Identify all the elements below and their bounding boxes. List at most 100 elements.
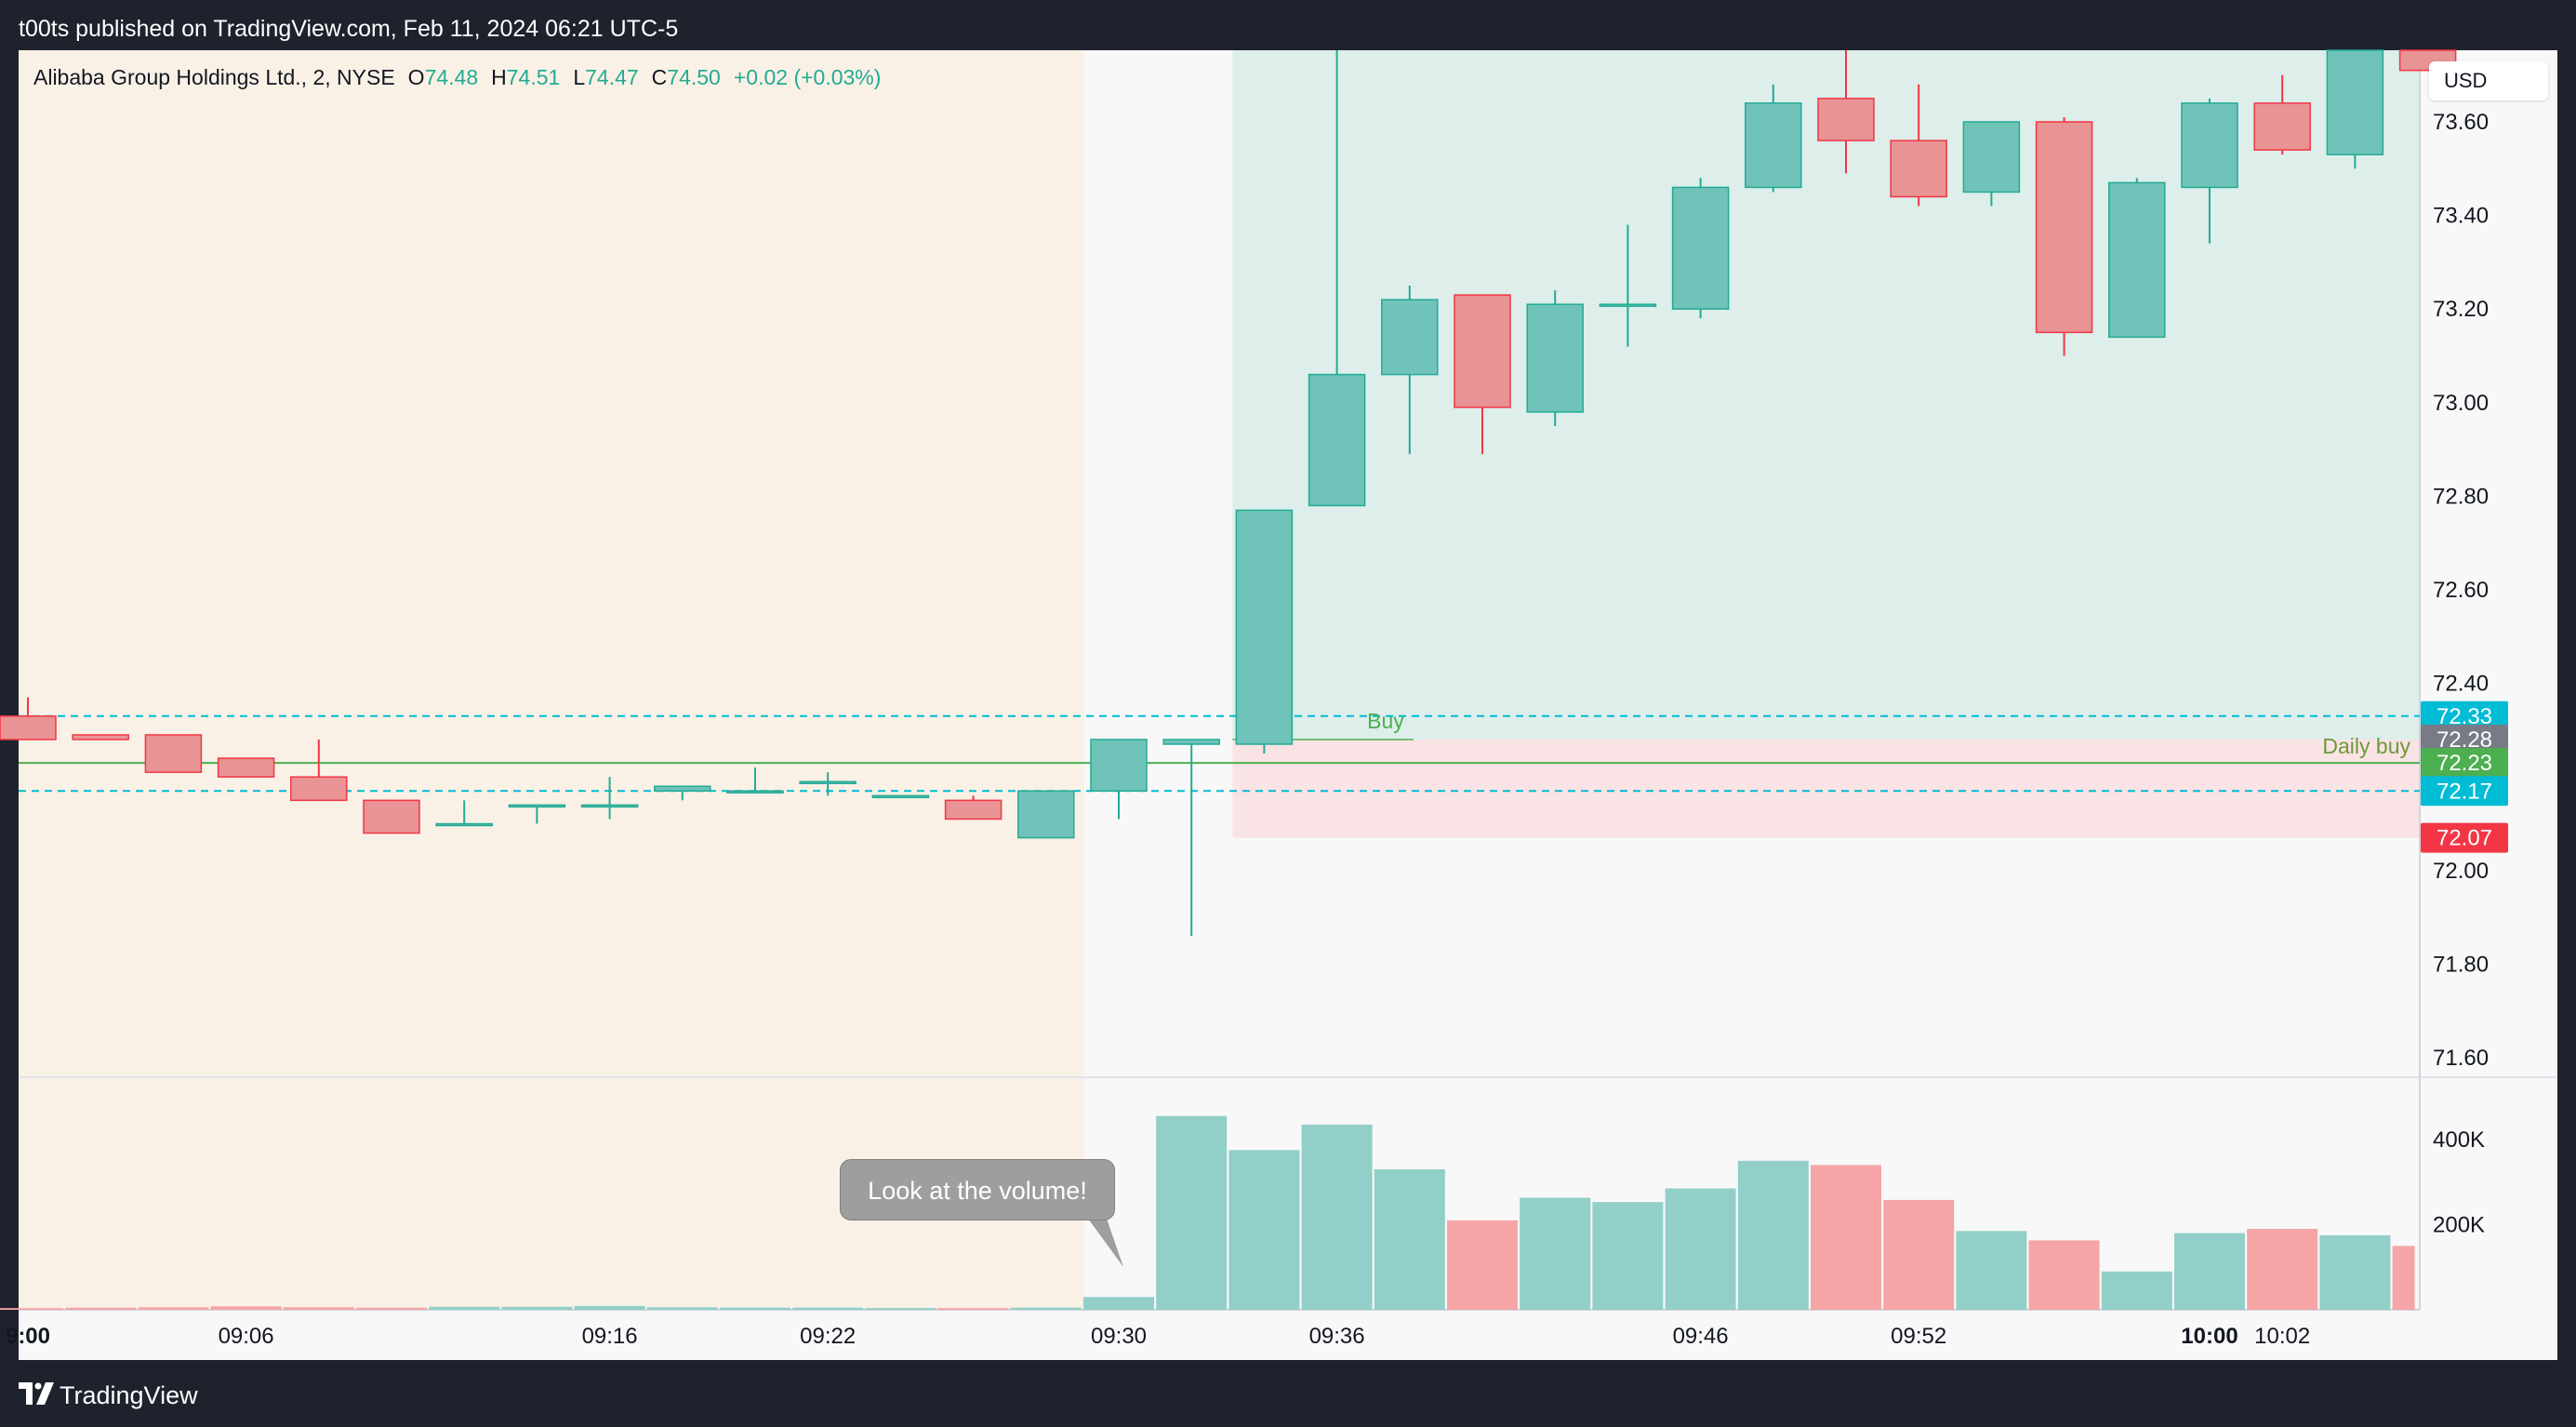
price-badge-label: 72.07 (2437, 826, 2492, 851)
volume-bar (1883, 1200, 1954, 1310)
price-tick-label: 73.00 (2433, 391, 2489, 416)
legend-symbol: Alibaba Group Holdings Ltd., 2, NYSE (33, 65, 395, 89)
legend-low-label: L (573, 65, 586, 89)
volume-bar (1011, 1308, 1082, 1310)
volume-bar (2029, 1240, 2100, 1310)
candle-body (2327, 50, 2383, 154)
volume-bar (1447, 1220, 1518, 1310)
tradingview-logo-icon (19, 1382, 54, 1405)
volume-tick-label: 200K (2433, 1212, 2485, 1237)
candle-body (2182, 103, 2237, 188)
legend-open-label: O (407, 65, 425, 89)
volume-bar (1374, 1169, 1445, 1310)
volume-bar (1302, 1125, 1373, 1310)
time-axis-bg (19, 1311, 2420, 1360)
price-badge-label: 72.23 (2437, 751, 2492, 776)
volume-bar (2174, 1234, 2245, 1310)
volume-bar (501, 1307, 572, 1310)
candle-body (655, 786, 710, 791)
premarket-shading (19, 50, 1084, 1310)
volume-bar (938, 1308, 1009, 1310)
candle-body (582, 805, 638, 807)
candle-body (0, 716, 56, 740)
time-tick-label: 9:00 (6, 1324, 50, 1349)
price-badge (2421, 776, 2508, 806)
legend-close-label: C (651, 65, 668, 89)
published-header: t00ts published on TradingView.com, Feb … (19, 16, 679, 42)
time-tick-label: 09:16 (582, 1324, 638, 1349)
candle-body (291, 777, 347, 800)
volume-bar (1228, 1150, 1299, 1310)
volume-bar (720, 1308, 790, 1310)
price-badge (2421, 823, 2508, 853)
volume-bar (1666, 1189, 1736, 1310)
volume-bar (2319, 1235, 2390, 1310)
price-badge (2421, 748, 2508, 778)
time-tick-label: 09:06 (219, 1324, 274, 1349)
volume-bar (1083, 1297, 1154, 1310)
candle-body (1091, 740, 1147, 791)
price-tick-label: 71.80 (2433, 952, 2489, 977)
footer-bar: TradingView (0, 1360, 2576, 1427)
candle-body (1600, 304, 1655, 306)
volume-bar (1956, 1231, 2026, 1310)
price-badge-label: 72.17 (2437, 779, 2492, 804)
time-tick-label: 10:02 (2254, 1324, 2310, 1349)
candle-body (2254, 103, 2310, 150)
volume-bar (1811, 1165, 1881, 1310)
candle-body (1891, 140, 1946, 196)
legend-high-label: H (491, 65, 507, 89)
volume-bar (0, 1308, 63, 1310)
candle-body (1309, 375, 1365, 506)
time-tick-label: 10:00 (2181, 1324, 2237, 1349)
callout-tail (1088, 1219, 1123, 1267)
volume-bar (2102, 1272, 2172, 1310)
candle-body (946, 800, 1002, 819)
candle-body (1963, 122, 2019, 192)
candle-body (1818, 99, 1874, 140)
candle-body (1236, 510, 1292, 744)
currency-button[interactable]: USD (2429, 61, 2548, 100)
candle-body (727, 791, 783, 793)
volume-bar (1592, 1202, 1663, 1310)
candle-body (800, 781, 856, 783)
price-tick-label: 72.00 (2433, 859, 2489, 884)
symbol-legend: Alibaba Group Holdings Ltd., 2, NYSE O74.… (33, 65, 881, 90)
volume-bar (138, 1307, 208, 1310)
candle-body (436, 824, 492, 826)
legend-open: 74.48 (424, 65, 479, 89)
time-tick-label: 09:30 (1091, 1324, 1147, 1349)
legend-low: 74.47 (585, 65, 639, 89)
legend-change: +0.02 (+0.03%) (733, 65, 882, 89)
axis-corner (2421, 1311, 2557, 1360)
candle-body (872, 795, 928, 797)
volume-bar (865, 1308, 936, 1310)
candle-body (73, 735, 128, 740)
volume-bar (1738, 1161, 1809, 1310)
price-tick-label: 71.60 (2433, 1046, 2489, 1071)
footer-brand: TradingView (60, 1381, 198, 1409)
candle-body (1746, 103, 1801, 188)
volume-bar (356, 1308, 427, 1310)
candle-body (509, 805, 564, 807)
candle-body (1527, 304, 1583, 412)
volume-bar (211, 1306, 282, 1310)
price-tick-label: 73.40 (2433, 204, 2489, 229)
buy-label: Buy (1367, 709, 1404, 733)
daily-buy-label: Daily buy (2322, 734, 2410, 758)
volume-callout[interactable]: Look at the volume! (840, 1159, 1115, 1220)
legend-close: 74.50 (667, 65, 721, 89)
volume-bar (284, 1307, 354, 1310)
time-tick-label: 09:22 (800, 1324, 856, 1349)
candle-body (2109, 182, 2165, 337)
stop-zone (1232, 740, 2420, 838)
volume-bar (1156, 1116, 1227, 1310)
candle-body (1454, 295, 1510, 407)
price-badge (2421, 725, 2508, 754)
candle-body (145, 735, 201, 772)
time-tick-label: 09:36 (1309, 1324, 1365, 1349)
candle-body (1673, 187, 1729, 309)
candle-body (1163, 740, 1219, 744)
time-tick-label: 09:52 (1891, 1324, 1946, 1349)
